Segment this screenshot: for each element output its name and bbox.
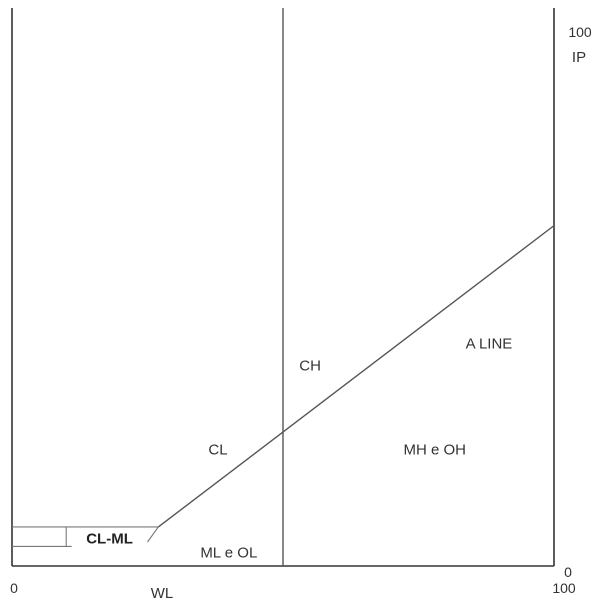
y-axis-label: IP	[572, 49, 586, 66]
annotation-cl: CL	[208, 441, 227, 458]
x-tick-max-label: 100	[552, 580, 576, 596]
chart-annotations: CH CL A LINE MH e OH CL-ML ML e OL	[83, 335, 513, 562]
annotation-ml-e-ol: ML e OL	[200, 545, 257, 562]
annotation-a-line: A LINE	[466, 335, 513, 352]
x-axis-label: WL	[151, 585, 174, 602]
annotation-ch: CH	[299, 358, 321, 375]
annotation-mh-e-oh: MH e OH	[404, 441, 467, 458]
annotation-background	[83, 529, 136, 549]
chart-lines	[12, 8, 555, 566]
tick-labels: 0 100 0 100 WL IP	[10, 24, 592, 602]
y-tick-max-label: 100	[568, 24, 592, 40]
line-a-line	[157, 225, 555, 528]
x-tick-min-label: 0	[10, 580, 18, 596]
annotation-cl-ml: CL-ML	[86, 531, 133, 548]
y-tick-min-label: 0	[564, 564, 572, 580]
line-cl-ml-connector	[147, 526, 159, 543]
